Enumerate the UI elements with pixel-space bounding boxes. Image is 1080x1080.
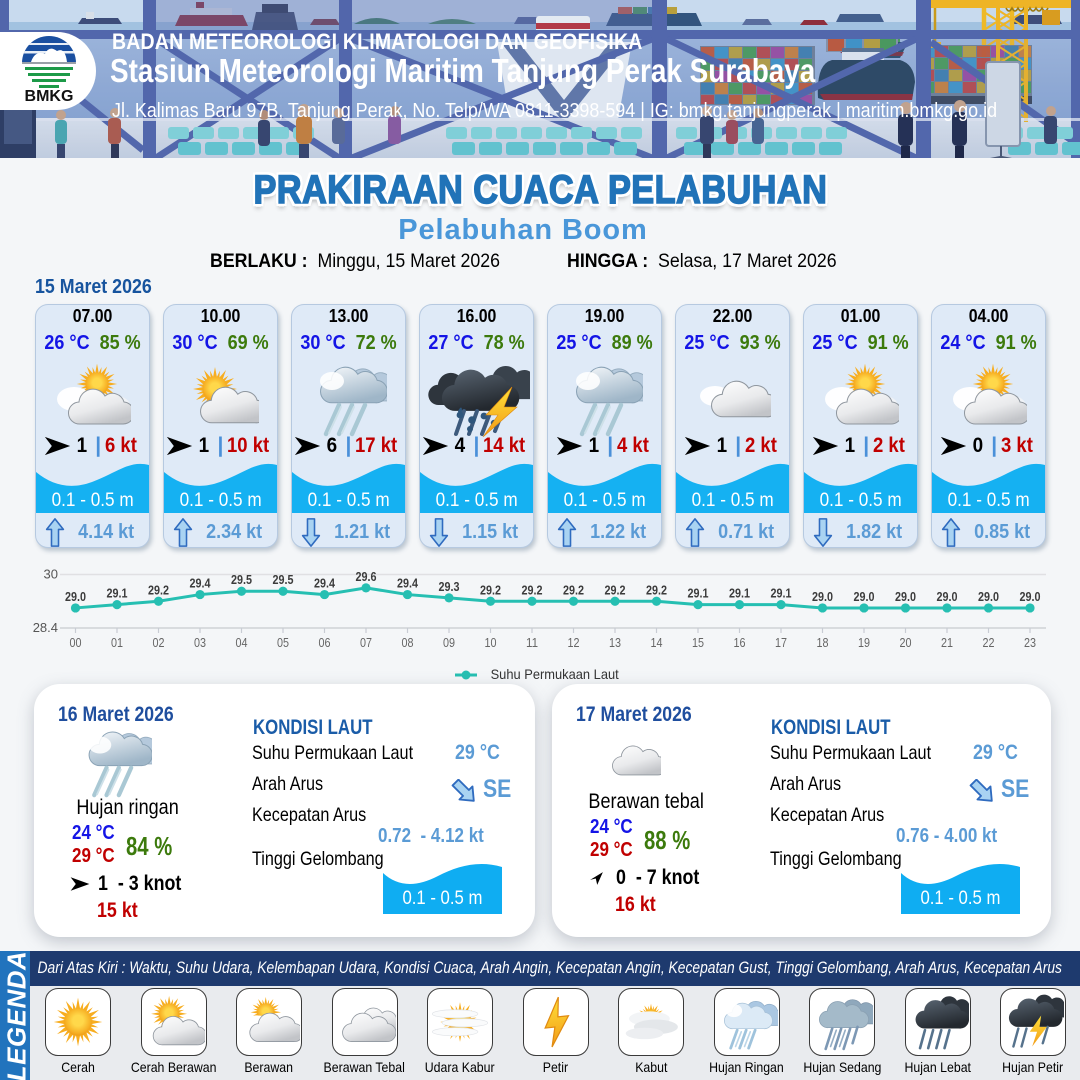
svg-text:02: 02: [153, 636, 165, 650]
svg-text:14: 14: [651, 636, 663, 650]
svg-text:08: 08: [402, 636, 414, 650]
svg-text:29.0: 29.0: [854, 590, 875, 604]
svg-text:17: 17: [775, 636, 787, 650]
svg-text:29.2: 29.2: [148, 583, 169, 597]
svg-text:29.6: 29.6: [356, 570, 377, 584]
svg-text:29.4: 29.4: [397, 577, 418, 591]
svg-text:21: 21: [941, 636, 953, 650]
svg-text:03: 03: [194, 636, 206, 650]
svg-text:04: 04: [236, 636, 248, 650]
svg-text:16: 16: [734, 636, 746, 650]
svg-text:29.0: 29.0: [1020, 590, 1041, 604]
svg-text:01: 01: [111, 636, 123, 650]
svg-text:07: 07: [360, 636, 372, 650]
svg-text:19: 19: [858, 636, 870, 650]
svg-text:29.2: 29.2: [605, 583, 626, 597]
svg-text:29.1: 29.1: [688, 587, 709, 601]
svg-text:15: 15: [692, 636, 704, 650]
svg-text:29.1: 29.1: [107, 587, 128, 601]
svg-text:09: 09: [443, 636, 455, 650]
svg-text:29.1: 29.1: [729, 587, 750, 601]
svg-text:29.4: 29.4: [190, 577, 211, 591]
svg-text:29.2: 29.2: [522, 583, 543, 597]
svg-text:18: 18: [817, 636, 829, 650]
svg-text:00: 00: [70, 636, 82, 650]
svg-text:29.5: 29.5: [273, 573, 294, 587]
svg-text:29.2: 29.2: [646, 583, 667, 597]
svg-text:10: 10: [485, 636, 497, 650]
svg-text:29.5: 29.5: [231, 573, 252, 587]
svg-text:29.0: 29.0: [65, 590, 86, 604]
svg-text:29.2: 29.2: [563, 583, 584, 597]
svg-text:29.0: 29.0: [812, 590, 833, 604]
svg-text:23: 23: [1024, 636, 1036, 650]
svg-text:29.0: 29.0: [937, 590, 958, 604]
svg-text:22: 22: [983, 636, 995, 650]
svg-text:29.0: 29.0: [978, 590, 999, 604]
svg-text:05: 05: [277, 636, 289, 650]
svg-text:20: 20: [900, 636, 912, 650]
svg-text:29.3: 29.3: [439, 580, 460, 594]
svg-text:29.4: 29.4: [314, 577, 335, 591]
svg-text:30: 30: [44, 567, 58, 582]
svg-text:28.4: 28.4: [33, 620, 58, 635]
svg-text:06: 06: [319, 636, 331, 650]
svg-text:29.0: 29.0: [895, 590, 916, 604]
svg-text:29.1: 29.1: [771, 587, 792, 601]
svg-text:13: 13: [609, 636, 621, 650]
svg-text:12: 12: [568, 636, 580, 650]
svg-text:11: 11: [526, 636, 538, 650]
svg-text:29.2: 29.2: [480, 583, 501, 597]
